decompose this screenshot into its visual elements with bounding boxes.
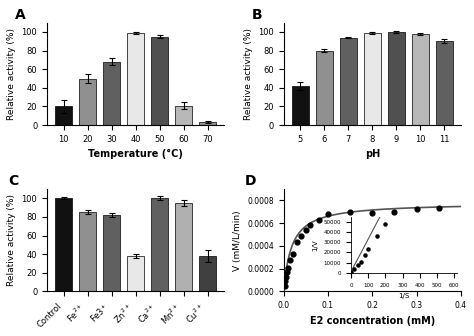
Point	[435, 206, 443, 211]
Y-axis label: Relative activity (%): Relative activity (%)	[7, 28, 16, 120]
Text: B: B	[252, 7, 263, 22]
Bar	[340, 38, 357, 125]
Point	[283, 274, 290, 279]
Bar	[127, 256, 144, 291]
Point	[281, 283, 288, 288]
Point	[293, 240, 301, 245]
Text: D: D	[245, 174, 256, 188]
Point	[413, 207, 420, 212]
Bar	[388, 32, 405, 125]
Point	[286, 257, 294, 262]
X-axis label: E2 concentration (mM): E2 concentration (mM)	[310, 316, 435, 326]
Bar	[151, 37, 168, 125]
Bar	[103, 215, 120, 291]
Bar	[412, 34, 429, 125]
Point	[346, 209, 354, 214]
Bar	[55, 198, 73, 291]
Y-axis label: Relative activity (%): Relative activity (%)	[7, 194, 16, 286]
Bar	[175, 203, 192, 291]
Text: A: A	[15, 7, 26, 22]
Point	[307, 223, 314, 228]
Text: C: C	[8, 174, 18, 188]
Bar	[364, 33, 381, 125]
Point	[302, 227, 310, 233]
Bar	[79, 79, 96, 125]
Point	[283, 269, 291, 275]
Y-axis label: V (mM/L/min): V (mM/L/min)	[233, 210, 242, 270]
Bar	[55, 107, 73, 125]
Point	[284, 265, 292, 270]
Point	[315, 217, 323, 222]
Bar	[436, 41, 453, 125]
Point	[298, 233, 305, 238]
Point	[282, 279, 289, 284]
Bar	[199, 122, 216, 125]
Bar	[316, 51, 333, 125]
Bar	[103, 62, 120, 125]
Bar	[127, 33, 144, 125]
Point	[289, 251, 296, 257]
Bar	[79, 212, 96, 291]
Y-axis label: Relative activity (%): Relative activity (%)	[244, 28, 253, 120]
Point	[369, 210, 376, 216]
Bar	[151, 198, 168, 291]
Bar	[199, 256, 216, 291]
X-axis label: pH: pH	[365, 149, 380, 159]
Bar	[292, 86, 309, 125]
Bar	[175, 106, 192, 125]
X-axis label: Temperature (°C): Temperature (°C)	[88, 149, 183, 159]
Point	[391, 209, 398, 214]
Point	[324, 211, 332, 217]
